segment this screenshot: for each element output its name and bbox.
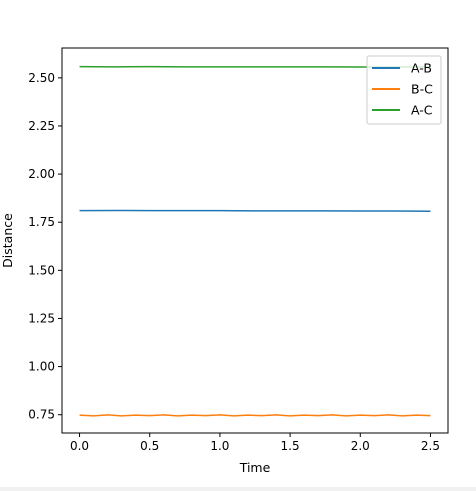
- y-tick-label: 1.25: [28, 311, 55, 325]
- x-tick-label: 1.0: [210, 439, 229, 453]
- legend-item: B-C: [372, 82, 433, 97]
- legend-item: A-B: [372, 61, 432, 76]
- y-tick-label: 1.75: [28, 215, 55, 229]
- series-line-a-b: [79, 209, 431, 212]
- x-tick-label: 0.5: [140, 439, 159, 453]
- y-axis: 0.75 1.00 1.25 1.50 1.75 2.00 2.25 2.50: [28, 71, 62, 422]
- legend-box: [366, 55, 442, 125]
- y-axis-label: Distance: [0, 213, 15, 268]
- y-tick-label: 0.75: [28, 408, 55, 422]
- x-tick-label: 2.5: [421, 439, 440, 453]
- x-axis-label: Time: [239, 460, 271, 475]
- y-tick-label: 2.00: [28, 167, 55, 181]
- y-tick-label: 1.50: [28, 263, 55, 277]
- bottom-strip: [0, 487, 476, 491]
- x-tick-label: 2.0: [351, 439, 370, 453]
- legend-label: B-C: [411, 82, 433, 97]
- plot-frame: [61, 47, 449, 434]
- x-axis: 0.0 0.5 1.0 1.5 2.0 2.5: [70, 433, 440, 453]
- x-tick-label: 0.0: [70, 439, 89, 453]
- series-line-b-c: [79, 414, 431, 417]
- legend-label: A-B: [411, 61, 432, 76]
- legend: A-B B-C A-C: [366, 55, 442, 125]
- y-tick-label: 1.00: [28, 360, 55, 374]
- x-tick-label: 1.5: [281, 439, 300, 453]
- legend-item: A-C: [372, 103, 433, 118]
- y-tick-label: 2.50: [28, 71, 55, 85]
- legend-label: A-C: [411, 103, 433, 118]
- y-tick-label: 2.25: [28, 119, 55, 133]
